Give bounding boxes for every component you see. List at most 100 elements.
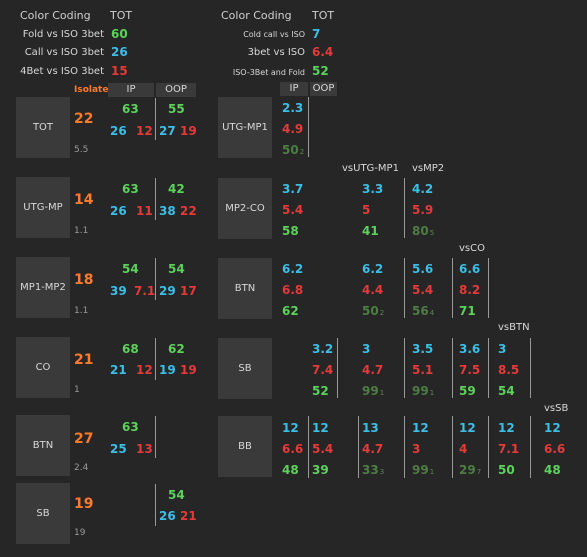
cold-call-value: 3.3 <box>362 182 384 196</box>
oop-call: 27 <box>159 124 176 138</box>
iso-fold-value: 297 <box>459 463 482 477</box>
cold-call-value: 12 <box>498 421 515 435</box>
divider <box>155 258 156 300</box>
cold-call-value: 12 <box>282 421 299 435</box>
right-row-sb: SB <box>218 338 272 399</box>
row-total: 19 <box>74 496 94 512</box>
iso-fold-value: 48 <box>544 463 561 477</box>
oop-fold: 62 <box>168 342 185 356</box>
oop-call: 29 <box>159 284 176 298</box>
iso-fold-value: 991 <box>412 463 435 477</box>
vs-co-label: vsCO <box>459 243 485 254</box>
legend-3bet-value: 6.4 <box>312 45 334 59</box>
row-foot: 19 <box>74 528 86 538</box>
cold-call-value: 2.3 <box>282 101 304 115</box>
three-bet-value: 4.4 <box>362 283 384 297</box>
iso-fold-value: 805 <box>412 224 435 238</box>
iso-fold-value: 333 <box>362 463 385 477</box>
position-label: SB <box>16 483 70 544</box>
iso-fold-value: 50 <box>498 463 515 477</box>
sample-count: 3 <box>379 468 385 476</box>
three-bet-value: 8.5 <box>498 363 520 377</box>
three-bet-value: 5.4 <box>282 203 304 217</box>
oop-call: 26 <box>159 509 176 523</box>
divider <box>404 178 405 238</box>
row-total: 22 <box>74 111 94 127</box>
vs-utg-mp1-label: vsUTG-MP1 <box>342 163 399 174</box>
left-col-ip: IP <box>108 83 154 97</box>
cold-call-value: 3.2 <box>312 342 334 356</box>
three-bet-value: 7.1 <box>498 442 520 456</box>
cold-call-value: 3 <box>362 342 371 356</box>
ip-call: 26 <box>110 124 127 138</box>
three-bet-value: 4.7 <box>362 442 384 456</box>
ip-call: 21 <box>110 363 127 377</box>
iso-fold-value: 41 <box>362 224 379 238</box>
ip-fold: 63 <box>122 102 139 116</box>
divider <box>155 416 156 458</box>
row-total: 27 <box>74 431 94 447</box>
cold-call-value: 12 <box>312 421 329 435</box>
legend-fold-value: 60 <box>111 27 128 41</box>
three-bet-value: 4.7 <box>362 363 384 377</box>
three-bet-value: 4 <box>459 442 468 456</box>
ip-call: 25 <box>110 442 127 456</box>
sample-count: 1 <box>429 468 435 476</box>
row-foot: 1.1 <box>74 306 89 316</box>
right-row-btn: BTN <box>218 258 272 319</box>
iso-fold-value: 39 <box>312 463 329 477</box>
position-label: UTG-MP <box>16 177 70 238</box>
legend-iso3bet-label: ISO-3Bet and Fold <box>232 68 305 77</box>
sample-count: 2 <box>379 309 385 317</box>
right-legend-header-label: Color Coding <box>221 9 292 22</box>
divider <box>358 416 359 478</box>
three-bet-value: 6.6 <box>544 442 566 456</box>
three-bet-value: 5.1 <box>412 363 434 377</box>
three-bet-value: 5 <box>362 203 371 217</box>
iso-fold-value: 54 <box>498 384 515 398</box>
cold-call-value: 3.7 <box>282 182 304 196</box>
cold-call-value: 12 <box>412 421 429 435</box>
ip-4bet: 12 <box>136 124 153 138</box>
legend-coldcall-label: Cold call vs ISO <box>243 30 305 39</box>
legend-call-value: 26 <box>111 45 128 59</box>
divider <box>155 338 156 380</box>
oop-fold: 54 <box>168 262 185 276</box>
cold-call-value: 6.2 <box>282 262 304 276</box>
sample-count: 7 <box>476 468 482 476</box>
row-total: 21 <box>74 352 94 368</box>
oop-4bet: 19 <box>180 124 197 138</box>
ip-fold: 68 <box>122 342 139 356</box>
iso-fold-value: 991 <box>362 384 385 398</box>
oop-fold: 54 <box>168 488 185 502</box>
ip-4bet: 12 <box>136 363 153 377</box>
three-bet-value: 8.2 <box>459 283 481 297</box>
position-label: CO <box>16 337 70 398</box>
oop-call: 19 <box>159 363 176 377</box>
ip-fold: 63 <box>122 182 139 196</box>
row-foot: 1.1 <box>74 226 89 236</box>
three-bet-value: 5.4 <box>412 283 434 297</box>
ip-4bet: 7.1 <box>134 284 156 298</box>
sample-count: 1 <box>429 389 435 397</box>
three-bet-value: 4.9 <box>282 122 304 136</box>
row-foot: 5.5 <box>74 145 89 155</box>
divider <box>155 484 156 526</box>
oop-call: 38 <box>159 204 176 218</box>
right-col-ip: IP <box>280 82 308 96</box>
left-legend-header-value: TOT <box>110 9 133 22</box>
iso-fold-value: 502 <box>362 304 385 318</box>
divider <box>308 97 309 157</box>
left-legend-header-label: Color Coding <box>20 9 91 22</box>
iso-fold-value: 62 <box>282 304 299 318</box>
three-bet-value: 6.6 <box>282 442 304 456</box>
right-legend-header-value: TOT <box>312 9 335 22</box>
row-foot: 2.4 <box>74 463 89 473</box>
cold-call-value: 6.2 <box>362 262 384 276</box>
divider <box>404 258 405 318</box>
divider <box>530 338 531 398</box>
ip-fold: 63 <box>122 420 139 434</box>
right-row-mp2-co: MP2-CO <box>218 178 272 239</box>
three-bet-value: 5.4 <box>312 442 334 456</box>
right-col-oop: OOP <box>310 82 337 96</box>
